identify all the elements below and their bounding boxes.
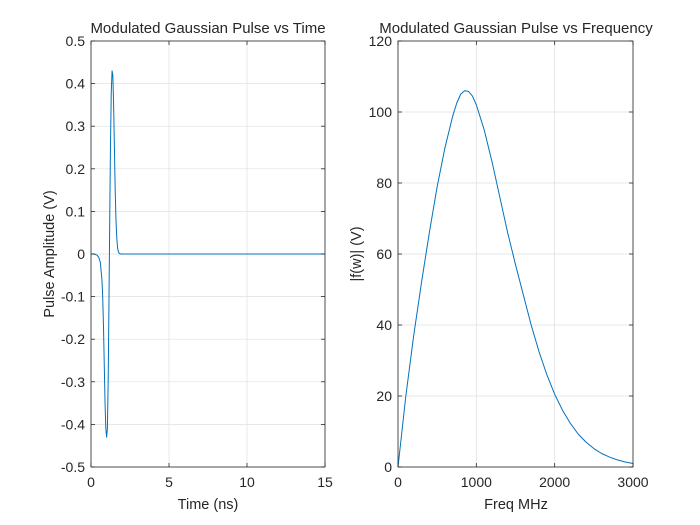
frequency-plot-series-line-0 bbox=[397, 90, 634, 468]
time-plot-ytick-label-0: -0.5 bbox=[61, 459, 85, 475]
time-plot-ticks: 0 5 10 15 -0.5 -0.4 -0.3 -0.2 -0.1 0 0.1 0.2 0.3 0.4 0… bbox=[61, 33, 333, 490]
frequency-plot-ytick-label-1: 20 bbox=[376, 388, 392, 404]
time-plot-ytick-label-7: 0.2 bbox=[66, 161, 86, 177]
time-plot-ytick-label-5: 0 bbox=[77, 246, 85, 262]
frequency-plot-ylabel: |f(w)| (V) bbox=[349, 226, 365, 281]
frequency-plot-xlabel: Freq MHz bbox=[484, 497, 548, 513]
time-plot-ytick-label-3: -0.2 bbox=[61, 331, 85, 347]
frequency-plot: 0 1000 2000 3000 0 20 40 60 80 100 120 Modulated G… bbox=[349, 20, 653, 513]
time-plot: 0 5 10 15 -0.5 -0.4 -0.3 -0.2 -0.1 0 0.1 0.2 0.3 0.4 0… bbox=[42, 20, 333, 513]
frequency-plot-title: Modulated Gaussian Pulse vs Frequency bbox=[379, 20, 653, 37]
time-plot-ytick-label-9: 0.4 bbox=[66, 76, 86, 92]
frequency-plot-ytick-label-6: 120 bbox=[369, 33, 393, 49]
frequency-plot-ytick-label-0: 0 bbox=[384, 459, 392, 475]
frequency-plot-ytick-label-4: 80 bbox=[376, 175, 392, 191]
time-plot-title: Modulated Gaussian Pulse vs Time bbox=[90, 20, 325, 37]
frequency-plot-xtick-label-2: 2000 bbox=[539, 474, 570, 490]
time-plot-ytick-label-10: 0.5 bbox=[66, 33, 86, 49]
time-plot-xtick-label-1: 5 bbox=[165, 474, 173, 490]
frequency-plot-ytick-label-3: 60 bbox=[376, 246, 392, 262]
time-plot-series-line-0 bbox=[91, 70, 325, 438]
time-plot-ytick-label-4: -0.1 bbox=[61, 289, 85, 305]
time-plot-line-layer bbox=[91, 70, 325, 438]
time-plot-ylabel: Pulse Amplitude (V) bbox=[42, 190, 58, 317]
time-plot-xtick-label-3: 15 bbox=[317, 474, 333, 490]
time-plot-xtick-label-0: 0 bbox=[87, 474, 95, 490]
frequency-plot-xtick-label-0: 0 bbox=[394, 474, 402, 490]
time-plot-ytick-label-1: -0.4 bbox=[61, 416, 85, 432]
frequency-plot-xtick-label-1: 1000 bbox=[461, 474, 492, 490]
time-plot-ytick-label-2: -0.3 bbox=[61, 374, 85, 390]
time-plot-ytick-label-8: 0.3 bbox=[66, 118, 86, 134]
time-plot-xlabel: Time (ns) bbox=[178, 497, 239, 513]
frequency-plot-line-layer bbox=[397, 90, 634, 468]
frequency-plot-xtick-label-3: 3000 bbox=[617, 474, 648, 490]
time-plot-xtick-label-2: 10 bbox=[239, 474, 255, 490]
frequency-plot-ytick-label-2: 40 bbox=[376, 317, 392, 333]
frequency-plot-ytick-label-5: 100 bbox=[369, 104, 393, 120]
time-plot-ytick-label-6: 0.1 bbox=[66, 203, 86, 219]
frequency-plot-ticks: 0 1000 2000 3000 0 20 40 60 80 100 120 bbox=[369, 33, 649, 490]
